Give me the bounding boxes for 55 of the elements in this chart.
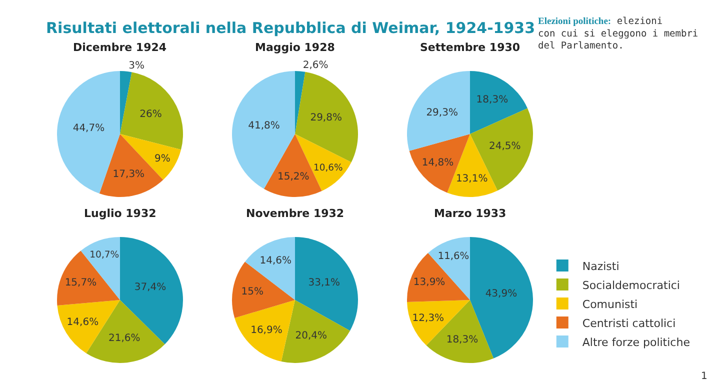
chart-title: Maggio 1928 xyxy=(255,41,335,54)
pie-slice xyxy=(281,300,350,363)
pie-slice xyxy=(295,237,358,331)
data-label: 14,6% xyxy=(66,317,99,328)
chart-title: Dicembre 1924 xyxy=(73,41,167,54)
data-label: 24,5% xyxy=(489,141,521,152)
data-label: 44,7% xyxy=(72,123,105,134)
data-label: 18,3% xyxy=(476,94,508,106)
legend-label: Comunisti xyxy=(582,298,638,311)
data-label: 9% xyxy=(154,154,170,165)
data-label: 10,7% xyxy=(90,250,120,261)
legend-label: Socialdemocratici xyxy=(582,278,680,292)
data-label: 16,9% xyxy=(250,325,282,336)
data-label: 15% xyxy=(241,286,264,298)
data-label: 17,3% xyxy=(112,169,145,180)
chart-title: Settembre 1930 xyxy=(420,41,520,54)
data-label: 12,3% xyxy=(412,313,444,324)
data-label: 29,8% xyxy=(310,112,342,124)
data-label: 10,6% xyxy=(314,162,344,174)
data-label: 13,1% xyxy=(456,173,488,184)
data-label: 18,3% xyxy=(446,334,478,346)
chart-title: Luglio 1932 xyxy=(84,207,156,220)
legend-label: Centristi cattolici xyxy=(582,316,676,330)
pie-slice xyxy=(470,71,528,134)
pie-slice xyxy=(295,72,358,162)
data-label: 3% xyxy=(128,60,145,72)
data-label: 15,2% xyxy=(277,172,310,183)
pie-slice xyxy=(295,71,306,134)
text: Risultati elettorali nella Repubblica di Weimar, 1924-1933 xyxy=(46,19,536,37)
data-label: 11,6% xyxy=(438,251,470,262)
pie-slice xyxy=(120,71,132,134)
data-label: 13,9% xyxy=(413,277,446,288)
data-label: 33,1% xyxy=(308,277,340,288)
data-label: 26% xyxy=(140,108,162,120)
text: Elezioni politiche: elezioni con cui si eleggono i membri del Parlamento. xyxy=(538,16,698,52)
data-label: 43,9% xyxy=(485,288,518,300)
data-label: 20,4% xyxy=(295,330,327,342)
data-label: 14,6% xyxy=(260,255,292,266)
data-label: 21,6% xyxy=(108,332,140,344)
pie-slice xyxy=(407,71,470,151)
data-label: 15,7% xyxy=(64,278,97,289)
pie-slice xyxy=(407,253,470,302)
data-label: 29,3% xyxy=(426,107,458,118)
chart-title: Marzo 1933 xyxy=(434,207,506,220)
text: 1 xyxy=(701,371,708,382)
pie-slice xyxy=(234,300,295,362)
data-label: 41,8% xyxy=(248,120,280,132)
pie-slice xyxy=(57,250,120,306)
data-label: 14,8% xyxy=(422,158,454,169)
pie-slice xyxy=(120,72,183,150)
data-label: 37,4% xyxy=(134,282,166,293)
data-label: 2,6% xyxy=(302,60,328,72)
legend-label: Nazisti xyxy=(582,260,620,273)
chart-title: Novembre 1932 xyxy=(246,207,344,220)
legend-label: Altre forze politiche xyxy=(582,336,690,349)
